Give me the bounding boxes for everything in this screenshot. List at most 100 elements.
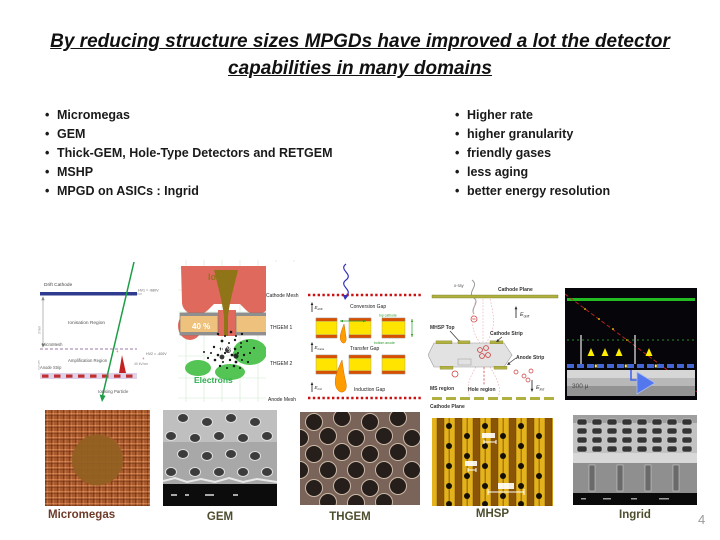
drift-plane-bar xyxy=(567,298,695,301)
particle-track-arrow xyxy=(99,262,135,402)
amplification-region-label: Amplification Region xyxy=(68,358,108,363)
list-item: • Thick-GEM, Hole-Type Detectors and RETG… xyxy=(45,144,435,163)
sem-info-band xyxy=(163,484,277,506)
bullet-icon: • xyxy=(45,184,50,198)
support-pillars xyxy=(588,464,680,492)
pixel-pads xyxy=(567,364,694,368)
list-item: • better energy resolution xyxy=(455,182,705,201)
ions-label: Ions xyxy=(208,272,227,282)
bullet-icon: • xyxy=(45,127,50,141)
field-strength-label: 40 kV/cm xyxy=(134,362,148,366)
e-drift-arrow: Edrift xyxy=(310,302,323,312)
field-lines xyxy=(467,298,500,398)
ion-funnel xyxy=(214,270,238,336)
caption-thgem: THGEM xyxy=(329,511,371,523)
cathode-plane-bottom-bar xyxy=(432,397,554,400)
pillars xyxy=(580,335,636,364)
electron-speckle-cloud xyxy=(203,330,256,369)
plus-charge-mark: + xyxy=(116,349,119,354)
bullet-icon: • xyxy=(455,165,460,179)
plus-charge-mark: + xyxy=(142,356,145,361)
thgem-schematic: Cathode Mesh Conversion Gap Edrift THGEM… xyxy=(266,262,424,406)
caption-micromegas: Micromegas xyxy=(48,509,116,521)
caption-gem: GEM xyxy=(206,511,234,523)
mhsp-top-label: MHSP Top xyxy=(430,325,455,331)
page-number: 4 xyxy=(698,512,706,527)
hit-pads xyxy=(594,364,657,368)
electrons-label: Electrons xyxy=(194,375,233,385)
hole-region-label: Hole region xyxy=(468,387,496,393)
micromesh-label: MicroMesh xyxy=(42,342,63,347)
electron-blob xyxy=(185,360,211,376)
readout-arrow-icon xyxy=(630,370,656,395)
svg-text:Etrans: Etrans xyxy=(315,345,325,351)
cathode-plane-top-label: Cathode Plane xyxy=(498,287,533,293)
ion-share-label: 40 % xyxy=(192,322,210,331)
anode-plane xyxy=(40,373,137,379)
foil-edge xyxy=(163,476,277,484)
drift-cathode-electrode xyxy=(40,292,137,296)
avalanche-spark xyxy=(119,355,126,373)
electron-share-label: 60 % xyxy=(216,345,234,354)
drift-gap-dimension xyxy=(41,296,45,348)
anode-mesh-label: Anode Mesh xyxy=(268,397,296,403)
bullet-list-detector-types: • Micromegas • GEM • Thick-GEM, Hole-Type D… xyxy=(45,106,435,201)
ionising-particle-label: Ionising Particle xyxy=(98,389,129,394)
list-item: • MPGD on ASICs : Ingrid xyxy=(45,182,435,201)
micromegas-schematic: Drift Cathode HV1 = -980V 3 mm Ionisatio… xyxy=(38,262,168,404)
thgem2-label: THGEM 2 xyxy=(270,361,292,367)
anode-strips xyxy=(42,374,133,378)
cathode-plane-top-bar xyxy=(431,294,559,299)
mhsp-micrograph xyxy=(432,418,553,506)
ms-structure xyxy=(457,358,472,366)
bullet-icon: • xyxy=(45,108,50,122)
svg-text:Eind: Eind xyxy=(536,385,544,391)
bullet-icon: • xyxy=(455,127,460,141)
list-item: • friendly gases xyxy=(455,144,705,163)
thgem-micrograph xyxy=(300,412,420,505)
photoelectron-icon xyxy=(470,315,478,323)
induction-gap-label: Induction Gap xyxy=(354,387,385,393)
mhsp-holes xyxy=(446,423,542,506)
anode-strip-label: Anode Strip xyxy=(516,355,544,361)
list-item: • GEM xyxy=(45,125,435,144)
bullet-list-benefits: • Higher rate • higher granularity • friend… xyxy=(455,106,705,201)
caption-mhsp: MHSP xyxy=(475,508,510,520)
thgem1-electrodes xyxy=(315,317,406,339)
xray-label: x-ray xyxy=(454,283,465,288)
anode-strip-label: Anode Strip xyxy=(40,365,62,370)
grid-holes xyxy=(576,418,693,453)
avalanche-droplet xyxy=(334,359,347,393)
title-line-1: By reducing structure sizes MPGDs have i… xyxy=(50,31,670,52)
hv1-label: HV1 = -980V xyxy=(138,289,159,293)
ingrid-simulation: 300 μ xyxy=(565,288,697,400)
bullet-icon: • xyxy=(455,184,460,198)
e-ind-vector: Eind xyxy=(530,380,544,392)
sem-scale-marks xyxy=(171,494,238,496)
mhsp-schematic: x-ray Cathode Plane Edrift MHSP Top xyxy=(428,262,562,410)
photon-wave-icon xyxy=(342,263,349,300)
gem-holes xyxy=(165,413,273,477)
thgem2-electrodes xyxy=(315,354,406,375)
ms-region-label: MS region xyxy=(430,386,454,392)
avalanche-droplet xyxy=(339,323,347,344)
page-title: By reducing structure sizes MPGDs have i… xyxy=(15,28,705,82)
list-item: • MSHP xyxy=(45,163,435,182)
electron-blob xyxy=(215,364,245,380)
list-item: • less aging xyxy=(455,163,705,182)
amp-gap-label: 100 μm xyxy=(38,360,41,370)
ingrid-micrograph xyxy=(573,415,697,505)
thgem-holes xyxy=(300,412,420,505)
green-dimension-arrows xyxy=(340,319,414,337)
micromegas-micrograph xyxy=(45,410,150,506)
bullet-icon: • xyxy=(455,146,460,160)
dimension-annotations xyxy=(465,433,525,495)
bullet-icon: • xyxy=(45,146,50,160)
title-line-2: capabilities in many domains xyxy=(228,58,492,79)
top-cathode-label: top cathode xyxy=(379,314,397,318)
sem-scale-marks xyxy=(581,498,669,500)
conversion-gap-label: Conversion Gap xyxy=(350,304,386,310)
hole-charge-cluster xyxy=(477,345,491,359)
svg-text:Edrift: Edrift xyxy=(315,305,323,311)
hv2-label: HV2 = -400V xyxy=(146,352,167,356)
